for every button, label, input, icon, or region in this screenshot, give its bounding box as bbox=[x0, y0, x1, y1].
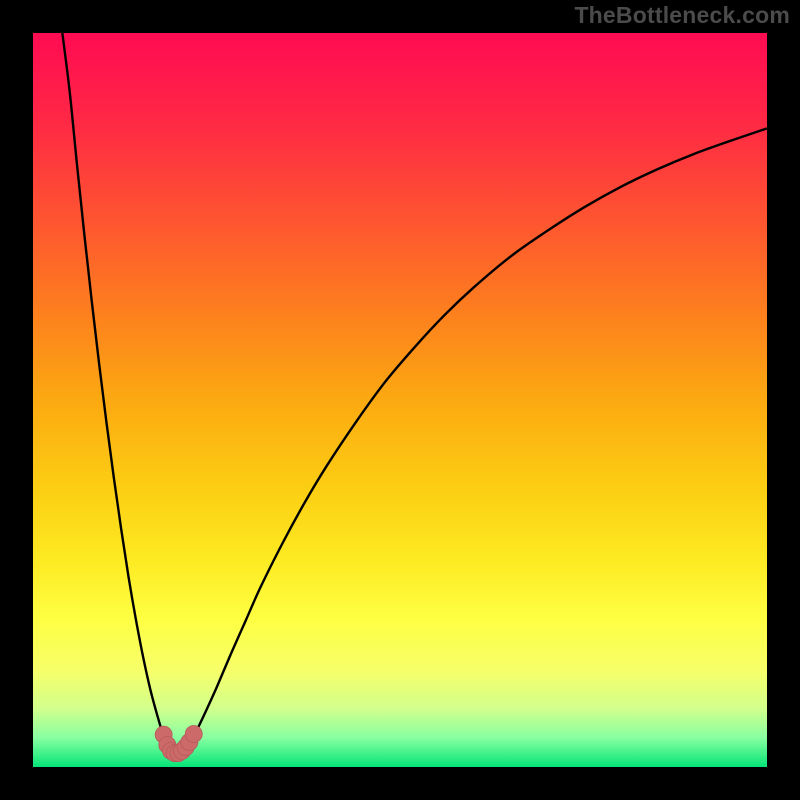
curve-marker-dot bbox=[185, 725, 202, 742]
watermark-text: TheBottleneck.com bbox=[574, 2, 790, 29]
chart-stage: TheBottleneck.com bbox=[0, 0, 800, 800]
bottleneck-chart bbox=[0, 0, 800, 800]
